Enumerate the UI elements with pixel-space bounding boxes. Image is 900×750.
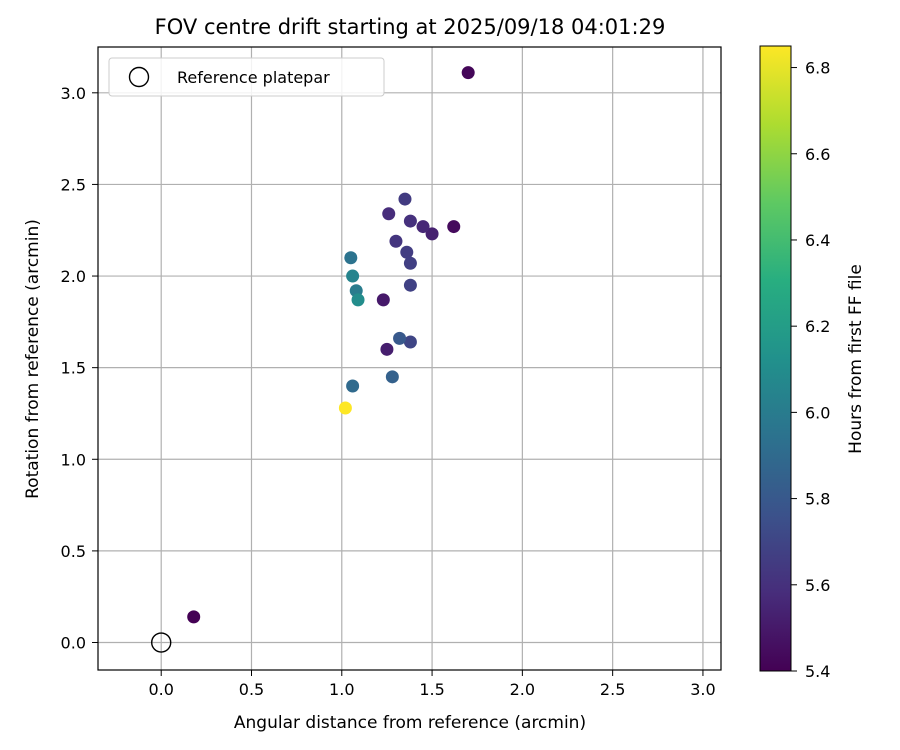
data-point — [187, 610, 201, 624]
data-point — [385, 370, 399, 384]
colorbar-tick-label: 6.2 — [805, 317, 830, 336]
x-tick-label: 1.0 — [329, 680, 354, 699]
x-tick-label: 2.0 — [510, 680, 535, 699]
data-point — [403, 335, 417, 349]
colorbar-ticks: 5.4 5.6 5.8 6.0 6.2 6.4 6.6 6.8 — [791, 59, 830, 681]
data-point — [425, 227, 439, 241]
legend: Reference platepar — [108, 57, 385, 97]
x-axis-ticks: 0.0 0.5 1.0 1.5 2.0 2.5 3.0 — [148, 670, 716, 699]
data-point — [403, 214, 417, 228]
data-point — [447, 220, 461, 234]
x-tick-label: 3.0 — [690, 680, 715, 699]
colorbar-tick-label: 5.4 — [805, 662, 830, 681]
x-tick-label: 2.5 — [600, 680, 625, 699]
x-tick-label: 0.0 — [148, 680, 173, 699]
data-point — [400, 245, 414, 259]
data-point — [376, 293, 390, 307]
legend-reference-marker — [128, 66, 150, 88]
colorbar-gradient — [759, 45, 792, 672]
data-point — [393, 331, 407, 345]
data-point — [344, 251, 358, 265]
data-point — [382, 207, 396, 221]
colorbar-tick-label: 6.4 — [805, 231, 830, 250]
data-point — [461, 66, 475, 80]
y-tick-label: 1.0 — [61, 450, 86, 469]
colorbar-label: Hours from first FF file — [846, 264, 866, 454]
data-point — [403, 278, 417, 292]
y-tick-label: 2.0 — [61, 267, 86, 286]
y-tick-label: 0.5 — [61, 542, 86, 561]
colorbar-tick-label: 6.0 — [805, 403, 830, 422]
data-point — [346, 379, 360, 393]
y-axis-label: Rotation from reference (arcmin) — [23, 219, 43, 499]
x-tick-label: 1.5 — [419, 680, 444, 699]
y-tick-label: 3.0 — [61, 84, 86, 103]
legend-box — [108, 57, 385, 97]
legend-entry-reference: Reference platepar — [177, 68, 330, 87]
reference-platepar-marker — [151, 632, 172, 653]
x-tick-label: 0.5 — [239, 680, 264, 699]
colorbar-tick-label: 6.6 — [805, 145, 830, 164]
data-point — [380, 342, 394, 356]
data-point — [403, 256, 417, 270]
y-tick-label: 0.0 — [61, 634, 86, 653]
data-point — [346, 269, 360, 283]
data-point — [389, 234, 403, 248]
reference-marker-layer — [151, 632, 172, 653]
colorbar-tick-label: 6.8 — [805, 59, 830, 78]
data-point — [416, 220, 430, 234]
colorbar: 5.4 5.6 5.8 6.0 6.2 6.4 6.6 6.8 Hours from firs… — [759, 45, 866, 681]
chart-title: FOV centre drift starting at 2025/09/18 … — [155, 15, 666, 39]
plot-frame — [97, 46, 722, 671]
data-point — [398, 192, 412, 206]
y-axis-ticks: 0.0 0.5 1.0 1.5 2.0 2.5 3.0 — [61, 84, 98, 653]
colorbar-tick-label: 5.6 — [805, 576, 830, 595]
data-point — [351, 293, 365, 307]
y-tick-label: 1.5 — [61, 359, 86, 378]
y-tick-label: 2.5 — [61, 175, 86, 194]
data-points — [187, 66, 475, 624]
grid-lines — [98, 47, 721, 670]
colorbar-tick-label: 5.8 — [805, 490, 830, 509]
data-point — [338, 401, 352, 415]
x-axis-label: Angular distance from reference (arcmin) — [234, 713, 586, 733]
